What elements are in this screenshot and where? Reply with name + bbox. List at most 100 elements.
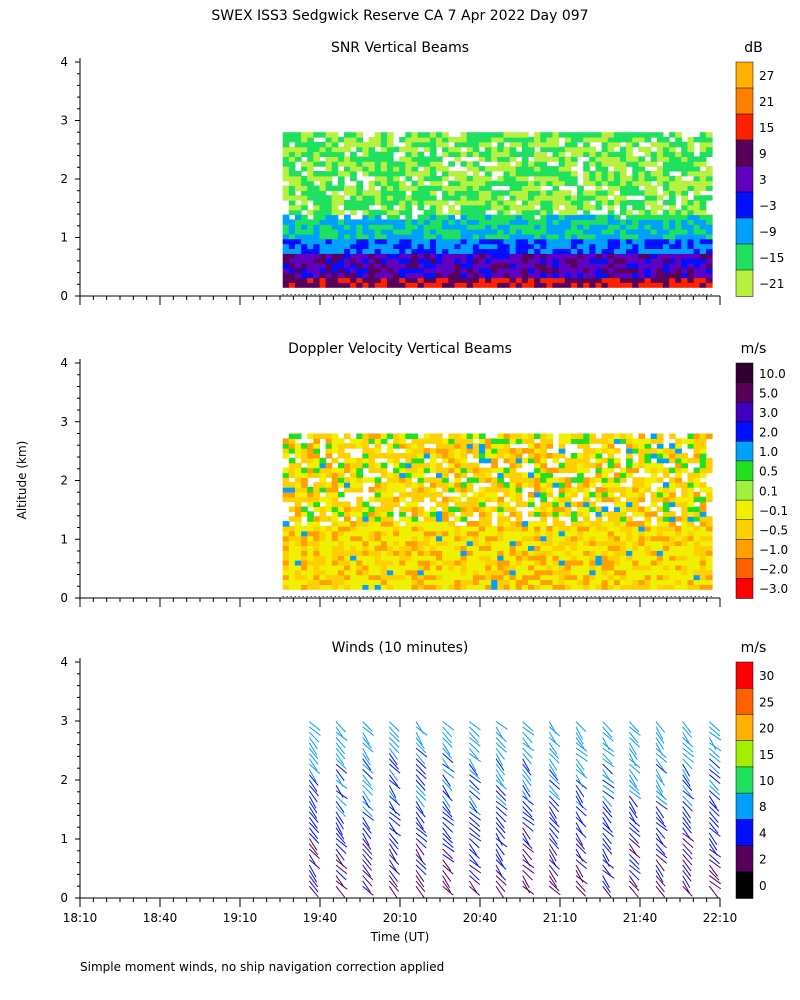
- data-cell: [626, 496, 633, 503]
- data-cell: [380, 141, 388, 148]
- data-cell: [282, 132, 290, 138]
- data-cell: [534, 491, 541, 498]
- data-cell: [620, 511, 627, 517]
- data-cell: [509, 233, 517, 240]
- data-cell: [399, 569, 406, 576]
- data-cell: [350, 161, 357, 167]
- data-cell: [350, 171, 357, 177]
- data-cell: [515, 564, 523, 571]
- data-cell: [650, 448, 658, 454]
- data-cell: [344, 132, 351, 138]
- data-cell: [497, 433, 504, 439]
- data-cell: [442, 550, 449, 556]
- data-cell: [613, 487, 621, 493]
- data-cell: [478, 560, 486, 566]
- data-cell: [558, 209, 566, 216]
- data-cell: [337, 258, 345, 264]
- data-cell: [294, 453, 302, 459]
- wind-barb: [468, 800, 478, 814]
- data-cell: [368, 496, 376, 503]
- data-cell: [583, 132, 590, 138]
- data-cell: [613, 258, 621, 264]
- data-cell: [583, 224, 590, 230]
- wind-barb: [628, 774, 637, 787]
- data-cell: [705, 146, 713, 153]
- wind-barb: [308, 737, 318, 750]
- data-cell: [393, 462, 400, 469]
- data-cell: [325, 277, 333, 283]
- data-cell: [344, 185, 351, 191]
- wind-barb: [575, 822, 584, 835]
- data-cell: [313, 535, 320, 542]
- data-cell: [442, 146, 449, 153]
- data-cell: [509, 453, 517, 459]
- data-cell: [540, 204, 547, 211]
- data-cell: [705, 219, 713, 225]
- data-cell: [540, 496, 547, 503]
- data-cell: [423, 477, 431, 483]
- data-cell: [662, 530, 670, 537]
- colorbar-swatch: [735, 269, 754, 297]
- data-cell: [325, 482, 333, 488]
- data-cell: [319, 204, 327, 211]
- data-cell: [368, 200, 376, 206]
- data-cell: [478, 219, 486, 225]
- data-cell: [442, 516, 449, 522]
- data-cell: [485, 496, 492, 503]
- data-cell: [558, 467, 566, 474]
- data-cell: [429, 141, 437, 148]
- data-cell: [509, 151, 517, 157]
- data-cell: [356, 253, 363, 259]
- wind-barb: [468, 763, 479, 776]
- data-cell: [362, 277, 370, 283]
- data-cell: [497, 569, 504, 576]
- data-cell: [411, 448, 419, 454]
- data-cell: [362, 161, 370, 167]
- data-cell: [656, 467, 664, 474]
- data-cell: [521, 190, 529, 196]
- wind-barb: [308, 843, 319, 856]
- data-cell: [380, 224, 388, 230]
- data-cell: [380, 555, 388, 561]
- data-cell: [313, 443, 320, 449]
- data-cell: [374, 560, 382, 566]
- data-cell: [656, 560, 664, 566]
- data-cell: [423, 171, 431, 177]
- data-cell: [650, 272, 658, 279]
- data-cell: [662, 161, 670, 167]
- data-cell: [368, 161, 376, 167]
- data-cell: [577, 521, 584, 527]
- data-cell: [380, 467, 388, 474]
- wind-barb: [548, 870, 557, 883]
- data-cell: [546, 146, 554, 153]
- data-cell: [644, 525, 652, 532]
- data-cell: [656, 545, 664, 551]
- data-cell: [699, 457, 707, 464]
- data-cell: [307, 263, 314, 269]
- data-cell: [656, 564, 664, 571]
- data-cell: [669, 477, 676, 483]
- data-cell: [485, 525, 492, 532]
- data-cell: [478, 224, 486, 230]
- data-cell: [448, 171, 455, 177]
- data-cell: [638, 584, 646, 590]
- data-cell: [509, 579, 517, 585]
- data-cell: [429, 151, 437, 157]
- data-cell: [613, 277, 621, 283]
- data-cell: [564, 511, 572, 517]
- data-cell: [570, 282, 578, 288]
- wind-barb: [682, 854, 693, 866]
- data-cell: [669, 564, 676, 571]
- data-cell: [681, 166, 688, 172]
- data-cell: [294, 540, 302, 546]
- wind-barb: [682, 742, 694, 753]
- data-cell: [669, 584, 676, 590]
- data-cell: [454, 151, 462, 157]
- data-cell: [509, 540, 517, 546]
- data-cell: [540, 190, 547, 196]
- data-cell: [503, 443, 511, 449]
- baseline-dot: [590, 294, 592, 295]
- data-cell: [509, 200, 517, 206]
- wind-barb: [389, 779, 401, 790]
- data-cell: [503, 467, 511, 474]
